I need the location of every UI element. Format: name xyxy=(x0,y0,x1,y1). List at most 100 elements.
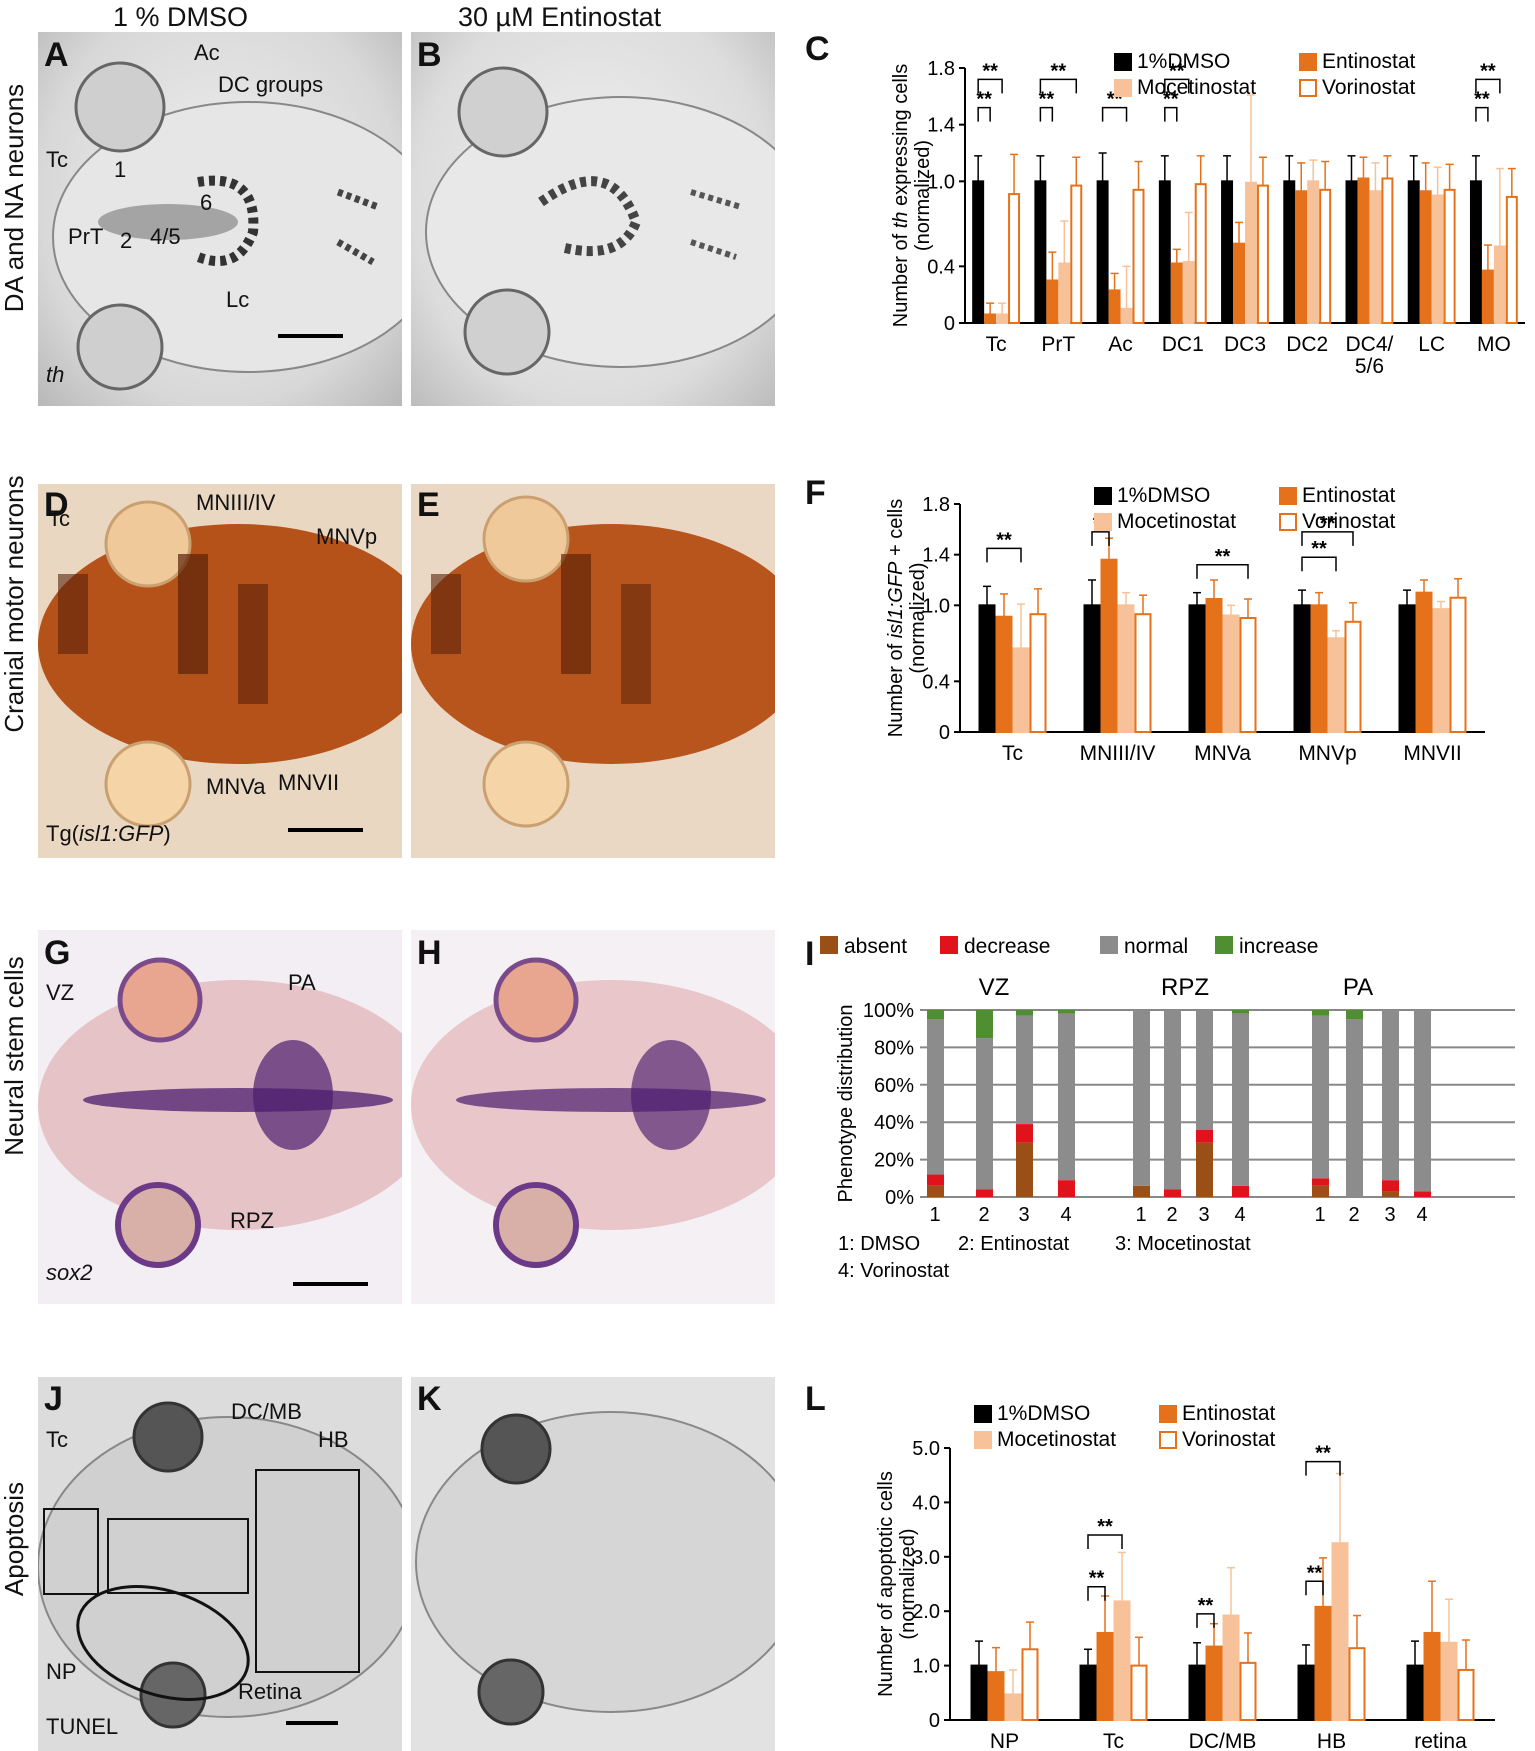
stack-absent xyxy=(1196,1142,1213,1197)
stack-normal xyxy=(1058,1013,1075,1181)
roi-hb xyxy=(255,1469,360,1673)
chart-l: 0 1.0 2.0 3.0 4.0 5.0 Number of apoptotic cell… xyxy=(875,1402,1495,1750)
legend-label-mocetinostat: Mocetinostat xyxy=(997,1428,1116,1451)
label-mnvp: MNVp xyxy=(316,524,378,549)
significance-bracket xyxy=(1039,106,1054,122)
panel-letter-l: L xyxy=(805,1380,826,1418)
legend-swatch-1dmso xyxy=(1114,53,1132,71)
x-tick-label: Tc xyxy=(1103,1730,1124,1750)
x-tick-label: Ac xyxy=(1108,333,1133,356)
label-rpz: RPZ xyxy=(230,1208,274,1233)
significance-label: ** xyxy=(1051,60,1067,82)
chart-c: 0 0.4 1.0 1.4 1.8 Number of th expressing cel… xyxy=(890,50,1525,378)
bar-entinostat xyxy=(1100,558,1118,733)
y-tick-label: 20% xyxy=(874,1150,914,1172)
larva-outline-g xyxy=(38,957,402,1286)
x-tick-label: LC xyxy=(1418,333,1445,356)
y-tick-label: 1.8 xyxy=(922,494,950,516)
bar-entinostat xyxy=(1096,1631,1114,1721)
bar-entinostat xyxy=(1046,279,1059,324)
legend-label-1dmso: 1%DMSO xyxy=(997,1402,1090,1425)
panel-letter-b: B xyxy=(417,36,442,74)
bar-entinostat xyxy=(1481,269,1494,325)
larva-outline-b xyxy=(425,66,775,376)
legend-label-vorinostat: Vorinostat xyxy=(1322,76,1416,99)
stack-absent xyxy=(1312,1185,1329,1197)
significance-bracket xyxy=(1087,1534,1123,1550)
panel-g-image: VZ PA RPZ sox2 xyxy=(38,930,402,1304)
group-label-vz: VZ xyxy=(979,974,1010,1001)
stack-decrease xyxy=(1312,1178,1329,1186)
y-tick-label: 0.4 xyxy=(927,256,955,278)
bar-label: 3 xyxy=(1198,1204,1209,1226)
bar-label: 3 xyxy=(1018,1204,1029,1226)
panel-a-image: Ac DC groups Tc 1 6 PrT 2 4/5 Lc th xyxy=(38,32,402,406)
bar-mocetinostat xyxy=(1117,604,1135,733)
y-tick-label: 3.0 xyxy=(912,1547,940,1569)
bar-entinostat xyxy=(1357,177,1370,324)
stack-increase xyxy=(1312,1010,1329,1016)
bar-vorinostat xyxy=(1070,184,1083,324)
legend-swatch-vorinostat xyxy=(1299,79,1317,97)
significance-bracket xyxy=(1301,556,1337,572)
x-tick-label: MO xyxy=(1477,333,1511,356)
bar-mocetinostat xyxy=(1307,180,1320,324)
label-dc-groups: DC groups xyxy=(218,72,324,97)
bar-1dmso xyxy=(1188,604,1206,733)
stack-increase xyxy=(1058,1010,1075,1014)
label-vz: VZ xyxy=(46,980,75,1005)
column-title-dmso: 1 % DMSO xyxy=(113,2,249,32)
significance-label: ** xyxy=(1163,89,1179,111)
panel-letter-a: A xyxy=(44,36,69,74)
significance-label: ** xyxy=(1215,546,1231,568)
stack-increase xyxy=(1232,1010,1249,1014)
bar-vorinostat xyxy=(1256,184,1269,324)
y-tick-label: 40% xyxy=(874,1112,914,1134)
panel-k-image xyxy=(411,1377,775,1751)
y-axis-label-2: (normalized) xyxy=(897,1528,919,1639)
significance-label: ** xyxy=(1097,1516,1113,1538)
bar-vorinostat xyxy=(1319,188,1332,324)
label-2: 2 xyxy=(120,228,133,253)
significance-bracket xyxy=(1087,1585,1106,1601)
significance-bracket xyxy=(1196,564,1249,579)
bar-vorinostat xyxy=(1505,195,1518,325)
legend-swatch-1dmso xyxy=(974,1405,992,1423)
bar-vorinostat xyxy=(1130,1664,1148,1722)
significance-bracket xyxy=(1475,78,1501,94)
significance-bracket xyxy=(1091,531,1110,546)
stack-normal xyxy=(1196,1010,1213,1130)
bar-mocetinostat xyxy=(1012,647,1030,733)
legend-swatch-mocetinostat xyxy=(974,1431,992,1449)
bar-mocetinostat xyxy=(1222,614,1240,733)
significance-bracket xyxy=(1039,78,1078,94)
legend-swatch-mocetinostat xyxy=(1094,513,1112,531)
bar-mocetinostat xyxy=(1120,307,1133,325)
label-tc-d: Tc xyxy=(48,506,70,531)
y-axis-label: Number of isl1:GFP + cells xyxy=(885,499,907,737)
significance-bracket xyxy=(1305,1580,1324,1596)
bar-entinostat xyxy=(1314,1605,1332,1721)
bar-mocetinostat xyxy=(1004,1693,1022,1722)
label-6: 6 xyxy=(200,190,213,215)
stack-absent xyxy=(1382,1191,1399,1197)
panel-letter-g: G xyxy=(44,934,71,972)
x-tick-label: DC3 xyxy=(1224,333,1266,356)
row-label-apoptosis: Apoptosis xyxy=(0,1481,29,1597)
significance-label: ** xyxy=(1039,89,1055,111)
stack-absent xyxy=(1016,1142,1033,1197)
y-tick-label: 0 xyxy=(929,1710,940,1732)
stack-absent xyxy=(927,1185,944,1197)
label-mnva: MNVa xyxy=(206,774,266,799)
y-tick-label: 2.0 xyxy=(912,1601,940,1623)
label-mnvii: MNVII xyxy=(278,770,340,795)
panel-letter-k: K xyxy=(417,1380,442,1418)
bar-vorinostat xyxy=(1008,193,1021,324)
y-tick-label: 1.0 xyxy=(927,171,955,193)
stack-normal xyxy=(1164,1010,1181,1190)
stack-normal xyxy=(1346,1019,1363,1197)
stack-normal xyxy=(1414,1010,1431,1192)
y-tick-label: 60% xyxy=(874,1075,914,1097)
bar-mocetinostat xyxy=(1369,190,1382,324)
bar-mocetinostat xyxy=(1113,1600,1131,1722)
